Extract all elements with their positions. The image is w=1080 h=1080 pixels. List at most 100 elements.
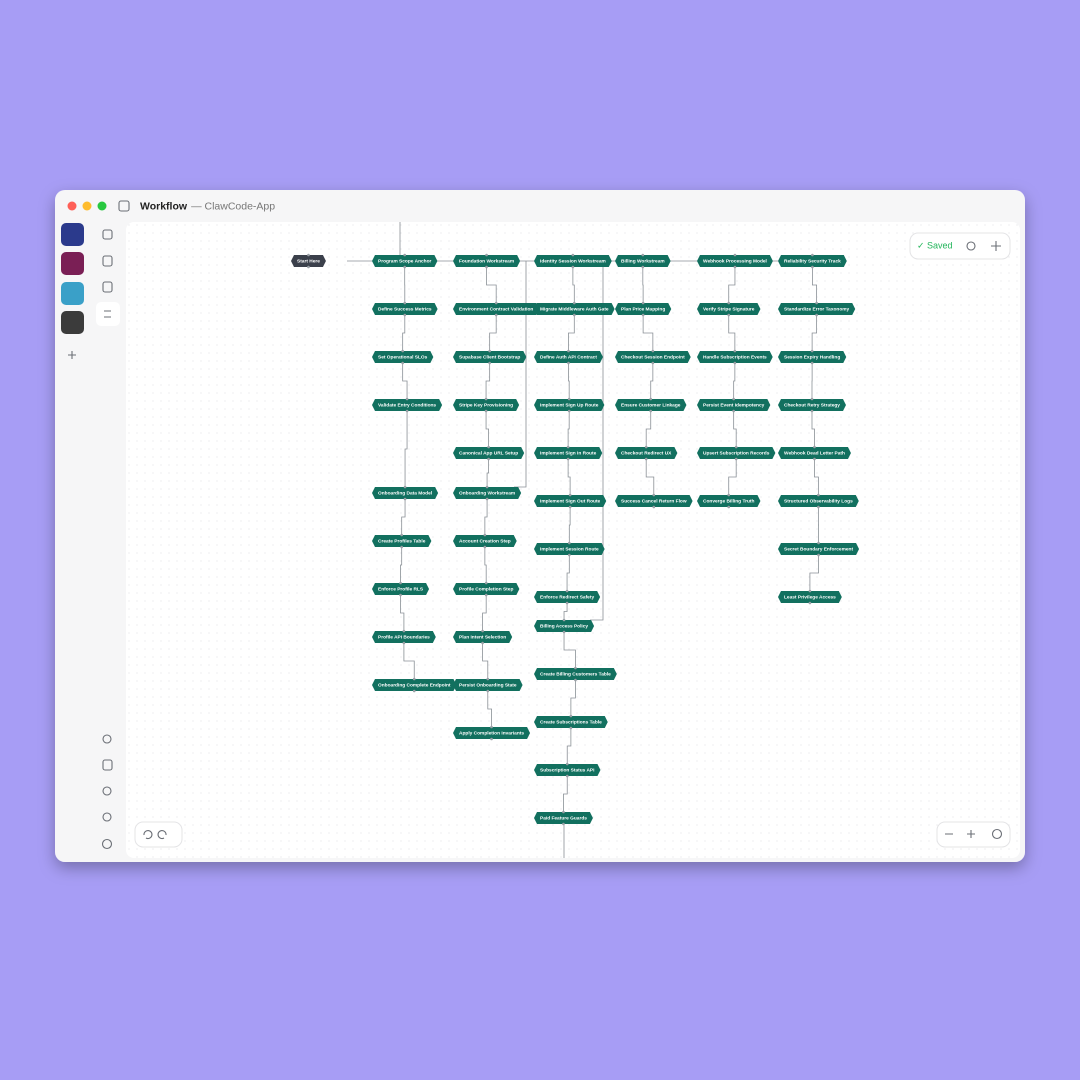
workflow-node[interactable]: Webhook Dead Letter Path: [778, 445, 851, 461]
workflow-node[interactable]: Reliability Security Track: [778, 253, 847, 269]
edge: [650, 363, 654, 399]
node-body: [372, 631, 436, 643]
workflow-node[interactable]: Webhook Processing Model: [697, 253, 773, 269]
node-body: [778, 399, 846, 411]
workflow-node[interactable]: Persist Onboarding State: [453, 677, 523, 693]
node-body: [372, 679, 457, 691]
handle: [808, 601, 812, 605]
handle: [571, 265, 575, 269]
comment-button[interactable]: [966, 241, 976, 251]
window-subtitle: — ClawCode-App: [191, 200, 275, 212]
workflow-node[interactable]: Secret Boundary Enforcement: [778, 541, 860, 557]
workflow-node[interactable]: Apply Completion Invariants: [453, 725, 531, 741]
workflow-node[interactable]: Implement Sign Out Route: [534, 493, 607, 509]
workflow-node[interactable]: Onboarding Workstream: [453, 485, 522, 501]
workflow-node[interactable]: Start Here: [291, 253, 326, 269]
node-label: Secret Boundary Enforcement: [784, 547, 853, 553]
handle: [815, 313, 818, 317]
add-app[interactable]: [68, 351, 76, 359]
workflow-node[interactable]: Success Cancel Return Flow: [615, 493, 693, 509]
handle: [649, 397, 653, 401]
node-label: Onboarding Workstream: [459, 491, 515, 497]
workflow-node[interactable]: Account Creation Step: [453, 533, 517, 549]
workflow-node[interactable]: Handle Subscription Events: [697, 349, 773, 365]
workflow-node[interactable]: Verify Stripe Signature: [697, 301, 761, 317]
workflow-node[interactable]: Billing Access Policy: [534, 618, 595, 634]
node-label: Enforce Profile RLS: [378, 587, 424, 593]
handle: [567, 361, 570, 365]
workflow-node[interactable]: Least Privilege Access: [778, 589, 842, 605]
workflow-node[interactable]: Checkout Redirect UX: [615, 445, 678, 461]
zoom-buttons[interactable]: [945, 830, 975, 838]
workflow-node[interactable]: Structured Observability Logs: [778, 493, 859, 509]
app-icon[interactable]: [61, 311, 84, 334]
workflow-node[interactable]: Plan Price Mapping: [615, 301, 672, 317]
workflow-node[interactable]: Canonical App URL Setup: [453, 445, 525, 461]
workflow-node[interactable]: Onboarding Complete Endpoint: [372, 677, 457, 693]
workflow-node[interactable]: Plan Intent Selection: [453, 629, 513, 645]
workflow-node[interactable]: Ensure Customer Linkage: [615, 397, 687, 413]
workflow-node[interactable]: Paid Feature Guards: [534, 810, 593, 826]
node-body: [453, 255, 521, 267]
node-label: Plan Intent Selection: [459, 635, 506, 641]
workflow-node[interactable]: Define Success Metrics: [372, 301, 438, 317]
workflow-node[interactable]: Implement Sign In Route: [534, 445, 603, 461]
close-button[interactable]: [67, 201, 77, 211]
node-label: Paid Feature Guards: [540, 816, 587, 822]
workflow-node[interactable]: Enforce Redirect Safety: [534, 589, 601, 605]
workflow-node[interactable]: Enforce Profile RLS: [372, 581, 430, 597]
workflow-node[interactable]: Implement Session Route: [534, 541, 605, 557]
workflow-node[interactable]: Checkout Session Endpoint: [615, 349, 691, 365]
handle: [403, 301, 407, 305]
nav-icons[interactable]: [101, 229, 113, 850]
workflow-node[interactable]: Set Operational SLOs: [372, 349, 434, 365]
workflow-node[interactable]: Supabase Client Bootstrap: [453, 349, 527, 365]
app-icon[interactable]: [61, 252, 84, 275]
workflow-node[interactable]: Foundation Workstream: [453, 253, 521, 269]
node-body: [453, 487, 522, 499]
workflow-node[interactable]: Create Subscriptions Table: [534, 714, 608, 730]
workflow-node[interactable]: Create Billing Customers Table: [534, 666, 617, 682]
workflow-node[interactable]: Implement Sign Up Route: [534, 397, 605, 413]
node-body: [372, 351, 434, 363]
app-icon[interactable]: [61, 223, 84, 246]
node-body: [615, 255, 671, 267]
workflow-node[interactable]: Persist Event Idempotency: [697, 397, 771, 413]
node-body: [778, 351, 847, 363]
node-label: Set Operational SLOs: [378, 355, 428, 361]
undo-redo[interactable]: [143, 829, 167, 840]
app-icon[interactable]: [61, 282, 84, 305]
sidebar-toggle[interactable]: [118, 200, 130, 212]
workflow-node[interactable]: Environment Contract Validation: [453, 301, 540, 317]
workflow-node[interactable]: Subscription Status API: [534, 762, 601, 778]
workflow-node[interactable]: Session Expiry Handling: [778, 349, 847, 365]
workflow-node[interactable]: Converge Billing Truth: [697, 493, 761, 509]
workflow-node[interactable]: Billing Workstream: [615, 253, 671, 269]
workflow-node[interactable]: Validate Entry Conditions: [372, 397, 443, 413]
workflow-node[interactable]: Checkout Retry Strategy: [778, 397, 846, 413]
workflow-node[interactable]: Profile API Boundaries: [372, 629, 436, 645]
workflow-node[interactable]: Define Auth API Contract: [534, 349, 603, 365]
handle: [566, 457, 570, 461]
handle: [641, 301, 645, 305]
workflow-node[interactable]: Stripe Key Provisioning: [453, 397, 520, 413]
workflow-node[interactable]: Create Profiles Table: [372, 533, 432, 549]
handle: [567, 397, 571, 401]
workflow-node[interactable]: Migrate Middleware Auth Gate: [534, 301, 615, 317]
edge: [566, 555, 570, 591]
zoom-button[interactable]: [97, 201, 107, 211]
add-node-button[interactable]: [991, 241, 1001, 251]
edge: [404, 411, 408, 487]
workflow-node[interactable]: Onboarding Data Model: [372, 485, 439, 501]
workflow-node[interactable]: Standardize Error Taxonomy: [778, 301, 856, 317]
info-button[interactable]: [991, 828, 1003, 840]
workflow-node[interactable]: Program Scope Anchor: [372, 253, 438, 269]
saved-status: ✓ Saved: [917, 240, 953, 250]
workflow-node[interactable]: Identity Session Workstream: [534, 253, 612, 269]
minimize-button[interactable]: [82, 201, 92, 211]
edge: [567, 459, 571, 495]
node-label: Profile API Boundaries: [378, 635, 430, 641]
workflow-node[interactable]: Upsert Subscription Records: [697, 445, 776, 461]
workflow-node[interactable]: Profile Completion Step: [453, 581, 520, 597]
handle: [733, 349, 737, 353]
